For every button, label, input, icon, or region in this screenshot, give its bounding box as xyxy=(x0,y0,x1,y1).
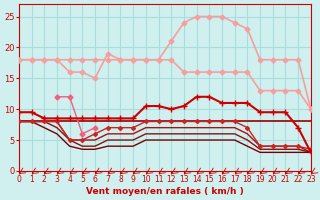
X-axis label: Vent moyen/en rafales ( km/h ): Vent moyen/en rafales ( km/h ) xyxy=(86,187,244,196)
